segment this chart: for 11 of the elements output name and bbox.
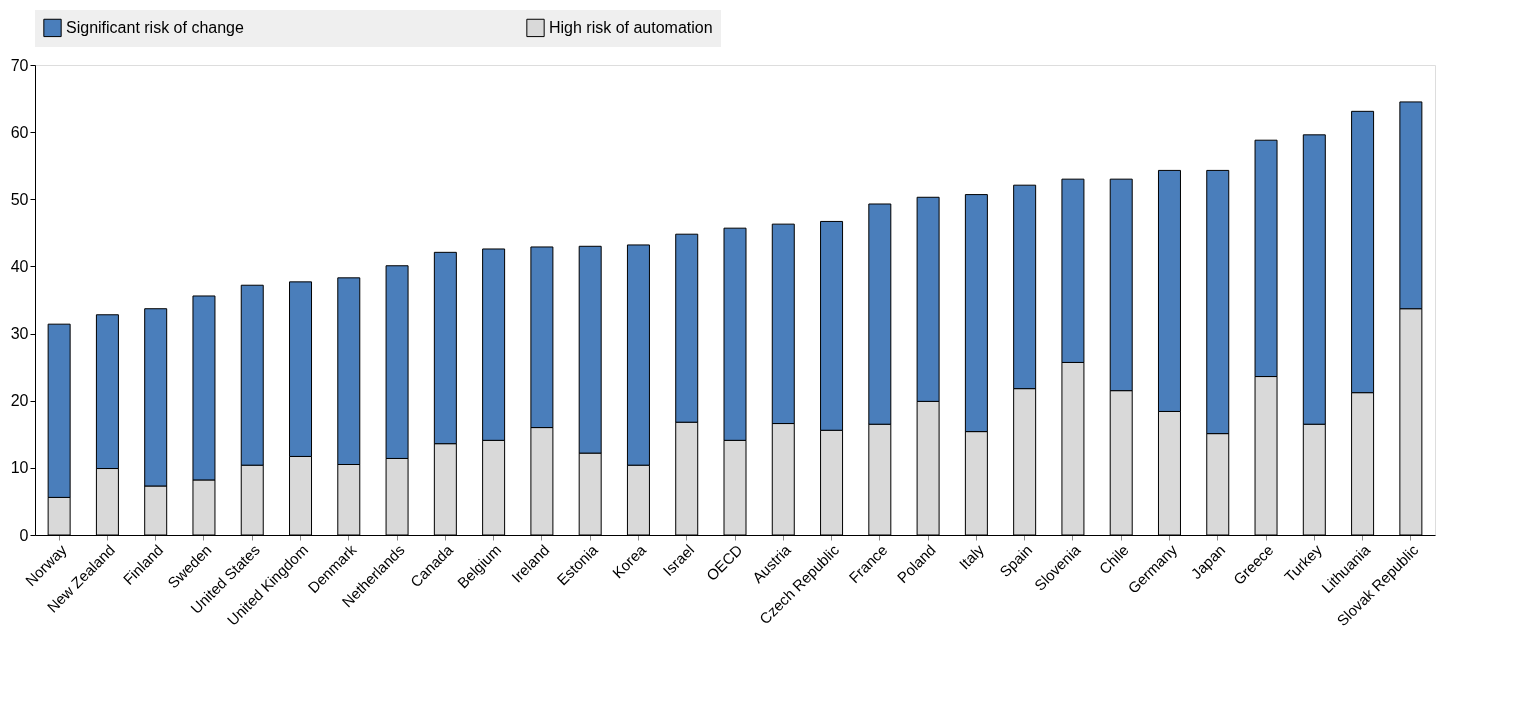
legend-label: Significant risk of change [66,18,244,36]
y-tick-label: 40 [10,257,29,275]
y-tick-label: 70 [10,56,29,74]
y-tick-label: 30 [10,325,29,343]
y-tick-label: 10 [10,459,29,477]
y-tick-label: 0 [19,526,29,544]
x-tick-label: Italy [955,540,988,573]
legend-label: High risk of automation [549,18,713,36]
y-tick-label: 60 [10,123,29,141]
y-tick-label: 50 [10,190,29,208]
y-tick-label: 20 [10,392,29,410]
